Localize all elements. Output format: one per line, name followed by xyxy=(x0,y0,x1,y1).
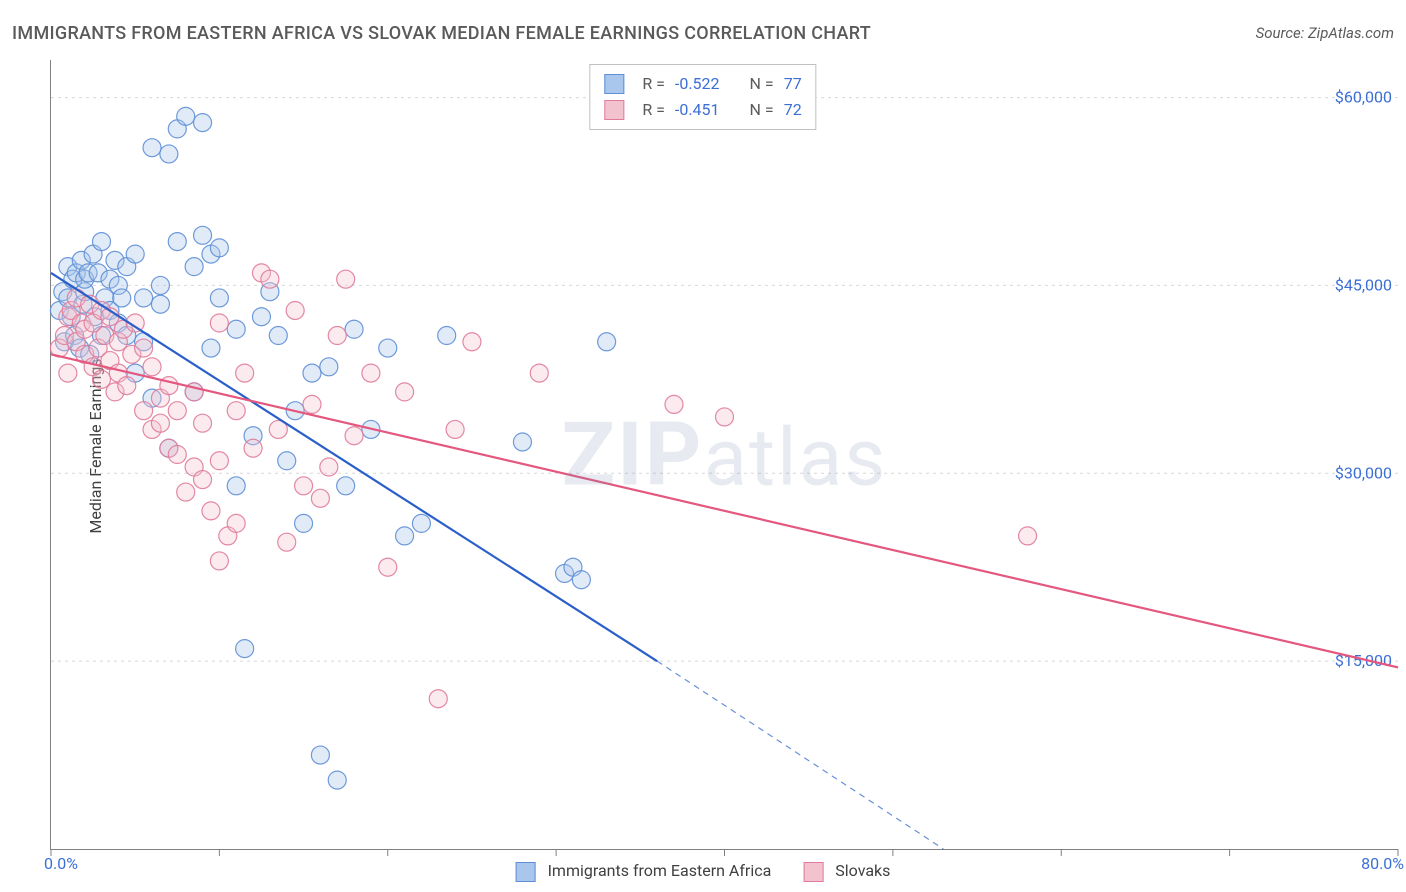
r-value: -0.451 xyxy=(675,97,720,123)
chart-container: IMMIGRANTS FROM EASTERN AFRICA VS SLOVAK… xyxy=(0,0,1406,892)
header: IMMIGRANTS FROM EASTERN AFRICA VS SLOVAK… xyxy=(12,18,1394,48)
n-label: N = xyxy=(750,71,774,97)
legend-label: Immigrants from Eastern Africa xyxy=(548,861,772,880)
svg-text:$30,000: $30,000 xyxy=(1335,463,1392,482)
legend-label: Slovaks xyxy=(835,861,890,880)
source-label: Source: ZipAtlas.com xyxy=(1256,24,1394,42)
r-label: R = xyxy=(642,71,665,97)
legend-swatch-series1 xyxy=(604,74,624,94)
r-label: R = xyxy=(642,97,665,123)
plot-svg: $15,000$30,000$45,000$60,000 xyxy=(51,60,1398,849)
x-tick-max: 80.0% xyxy=(1361,854,1404,878)
r-value: -0.522 xyxy=(675,71,720,97)
legend-row-series1: R = -0.522 N = 77 xyxy=(604,71,801,97)
x-tick-min: 0.0% xyxy=(44,854,78,878)
legend-swatch-series1 xyxy=(516,862,536,882)
svg-text:$60,000: $60,000 xyxy=(1335,88,1392,107)
legend-swatch-series2 xyxy=(803,862,823,882)
n-value: 77 xyxy=(784,71,802,97)
series-legend: Immigrants from Eastern Africa Slovaks xyxy=(516,861,891,882)
plot-area: $15,000$30,000$45,000$60,000 ZIPatlas xyxy=(50,60,1398,850)
legend-swatch-series2 xyxy=(604,100,624,120)
n-label: N = xyxy=(750,97,774,123)
chart-title: IMMIGRANTS FROM EASTERN AFRICA VS SLOVAK… xyxy=(12,23,871,44)
n-value: 72 xyxy=(784,97,802,123)
legend-row-series2: R = -0.451 N = 72 xyxy=(604,97,801,123)
legend-item-series2: Slovaks xyxy=(803,861,890,882)
svg-text:$45,000: $45,000 xyxy=(1335,275,1392,294)
correlation-legend: R = -0.522 N = 77 R = -0.451 N = 72 xyxy=(589,64,816,130)
legend-item-series1: Immigrants from Eastern Africa xyxy=(516,861,772,882)
